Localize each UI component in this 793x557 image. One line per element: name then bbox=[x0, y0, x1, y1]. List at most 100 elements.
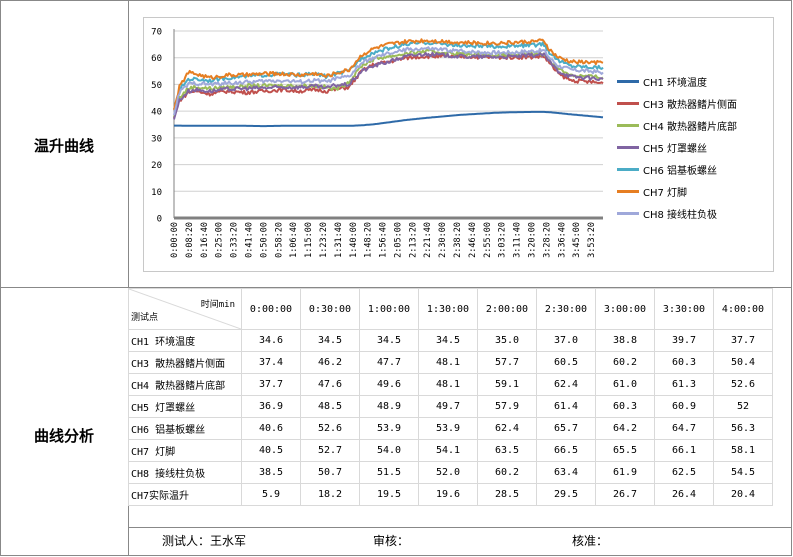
row-label: CH8 接线柱负极 bbox=[128, 461, 242, 484]
x-tick-label: 0:41:40 bbox=[244, 222, 254, 258]
legend-item: CH6 铝基板螺丝 bbox=[617, 158, 737, 180]
x-tick-label: 2:55:00 bbox=[483, 222, 493, 258]
x-tick-label: 1:56:40 bbox=[379, 222, 389, 258]
curve-section-label: 温升曲线 bbox=[33, 137, 94, 155]
x-tick-label: 0:16:40 bbox=[200, 222, 210, 258]
table-cell: 37.4 bbox=[241, 351, 301, 374]
chart-legend: CH1 环境温度 CH3 散热器鳍片侧面 CH4 散热器鳍片底部 CH5 灯罩螺丝 CH… bbox=[617, 70, 737, 224]
table-header-cell: 1:00:00 bbox=[359, 288, 419, 330]
table-cell: 57.7 bbox=[477, 351, 537, 374]
x-tick-label: 3:28:20 bbox=[542, 222, 552, 258]
x-tick-label: 0:08:20 bbox=[185, 222, 195, 258]
x-tick-label: 0:58:20 bbox=[274, 222, 284, 258]
table-cell: 38.5 bbox=[241, 461, 301, 484]
footer-divider bbox=[128, 527, 792, 528]
table-cell: 52.0 bbox=[418, 461, 478, 484]
x-axis-ticks: 0:00:00 0:08:20 0:16:40 0:25:00 0:33:20 0:41:… bbox=[170, 222, 597, 258]
legend-swatch bbox=[617, 101, 639, 105]
row-label: CH3 散热器鳍片侧面 bbox=[128, 351, 242, 374]
table-row: CH1 环境温度 34.6 34.5 34.5 34.5 35.0 37.0 38.8 39.7… bbox=[128, 329, 773, 352]
x-tick-label: 3:45:00 bbox=[572, 222, 582, 258]
corner-time-label: 时间min bbox=[200, 300, 235, 310]
table-cell: 40.5 bbox=[241, 439, 301, 462]
table-cell: 53.9 bbox=[418, 417, 478, 440]
table-row: CH3 散热器鳍片侧面 37.4 46.2 47.7 48.1 57.7 60.5 60.2 6… bbox=[128, 351, 773, 374]
table-cell: 52.6 bbox=[300, 417, 360, 440]
legend-label: CH3 散热器鳍片侧面 bbox=[643, 99, 738, 111]
y-tick-label: 30 bbox=[151, 134, 162, 144]
table-cell: 5.9 bbox=[241, 483, 301, 506]
table-cell: 48.5 bbox=[300, 395, 360, 418]
x-tick-label: 1:23:20 bbox=[319, 222, 329, 258]
y-axis-ticks: 0 10 20 30 40 50 60 70 bbox=[151, 28, 162, 225]
legend-label: CH1 环境温度 bbox=[643, 77, 708, 89]
table-row: CH8 接线柱负极 38.5 50.7 51.5 52.0 60.2 63.4 61.9 62.… bbox=[128, 461, 773, 484]
table-cell: 34.5 bbox=[418, 329, 478, 352]
table-cell: 61.4 bbox=[536, 395, 596, 418]
table-cell: 65.7 bbox=[536, 417, 596, 440]
table-cell: 34.5 bbox=[359, 329, 419, 352]
table-cell: 63.4 bbox=[536, 461, 596, 484]
legend-item: CH5 灯罩螺丝 bbox=[617, 136, 737, 158]
legend-item: CH3 散热器鳍片侧面 bbox=[617, 92, 737, 114]
row-label: CH1 环境温度 bbox=[128, 329, 242, 352]
table-cell: 61.9 bbox=[595, 461, 655, 484]
table-header-cell: 0:30:00 bbox=[300, 288, 360, 330]
table-cell: 56.3 bbox=[713, 417, 773, 440]
table-cell: 60.9 bbox=[654, 395, 714, 418]
table-cell: 48.1 bbox=[418, 351, 478, 374]
series-line bbox=[173, 51, 604, 120]
x-tick-label: 2:38:20 bbox=[453, 222, 463, 258]
series-line bbox=[173, 53, 604, 119]
table-corner-cell: 时间min 测试点 bbox=[128, 288, 242, 330]
y-tick-label: 60 bbox=[151, 54, 162, 64]
table-cell: 52.6 bbox=[713, 373, 773, 396]
table-cell: 54.0 bbox=[359, 439, 419, 462]
y-tick-label: 70 bbox=[151, 28, 162, 38]
x-tick-label: 1:06:40 bbox=[289, 222, 299, 258]
y-tick-label: 20 bbox=[151, 161, 162, 171]
table-cell: 61.0 bbox=[595, 373, 655, 396]
x-tick-label: 3:20:00 bbox=[528, 222, 538, 258]
table-cell: 62.5 bbox=[654, 461, 714, 484]
table-cell: 20.4 bbox=[713, 483, 773, 506]
table-cell: 48.1 bbox=[418, 373, 478, 396]
table-cell: 46.2 bbox=[300, 351, 360, 374]
table-cell: 50.7 bbox=[300, 461, 360, 484]
table-cell: 28.5 bbox=[477, 483, 537, 506]
y-tick-label: 0 bbox=[157, 215, 162, 225]
x-tick-label: 0:25:00 bbox=[215, 222, 225, 258]
x-tick-label: 2:05:00 bbox=[393, 222, 403, 258]
y-tick-label: 50 bbox=[151, 81, 162, 91]
legend-swatch bbox=[617, 79, 639, 83]
table-cell: 34.5 bbox=[300, 329, 360, 352]
legend-label: CH4 散热器鳍片底部 bbox=[643, 121, 738, 133]
table-cell: 51.5 bbox=[359, 461, 419, 484]
corner-point-label: 测试点 bbox=[131, 313, 159, 323]
table-cell: 48.9 bbox=[359, 395, 419, 418]
table-header-cell: 3:30:00 bbox=[654, 288, 714, 330]
table-cell: 37.0 bbox=[536, 329, 596, 352]
table-cell: 49.7 bbox=[418, 395, 478, 418]
row-label: CH5 灯罩螺丝 bbox=[128, 395, 242, 418]
table-cell: 62.4 bbox=[536, 373, 596, 396]
table-cell: 47.6 bbox=[300, 373, 360, 396]
table-cell: 64.7 bbox=[654, 417, 714, 440]
table-row: CH5 灯罩螺丝 36.9 48.5 48.9 49.7 57.9 61.4 60.3 60.9… bbox=[128, 395, 773, 418]
table-cell: 26.7 bbox=[595, 483, 655, 506]
row-label: CH7 灯脚 bbox=[128, 439, 242, 462]
row-label: CH4 散热器鳍片底部 bbox=[128, 373, 242, 396]
legend-label: CH7 灯脚 bbox=[643, 187, 688, 199]
table-cell: 54.1 bbox=[418, 439, 478, 462]
table-cell: 63.5 bbox=[477, 439, 537, 462]
table-header-cell: 1:30:00 bbox=[418, 288, 478, 330]
legend-swatch bbox=[617, 211, 639, 215]
x-tick-label: 1:40:00 bbox=[349, 222, 359, 258]
x-tick-label: 1:31:40 bbox=[334, 222, 344, 258]
table-header-cell: 0:00:00 bbox=[241, 288, 301, 330]
legend-item: CH8 接线柱负极 bbox=[617, 202, 737, 224]
table-cell: 34.6 bbox=[241, 329, 301, 352]
table-cell: 19.5 bbox=[359, 483, 419, 506]
table-cell: 60.5 bbox=[536, 351, 596, 374]
